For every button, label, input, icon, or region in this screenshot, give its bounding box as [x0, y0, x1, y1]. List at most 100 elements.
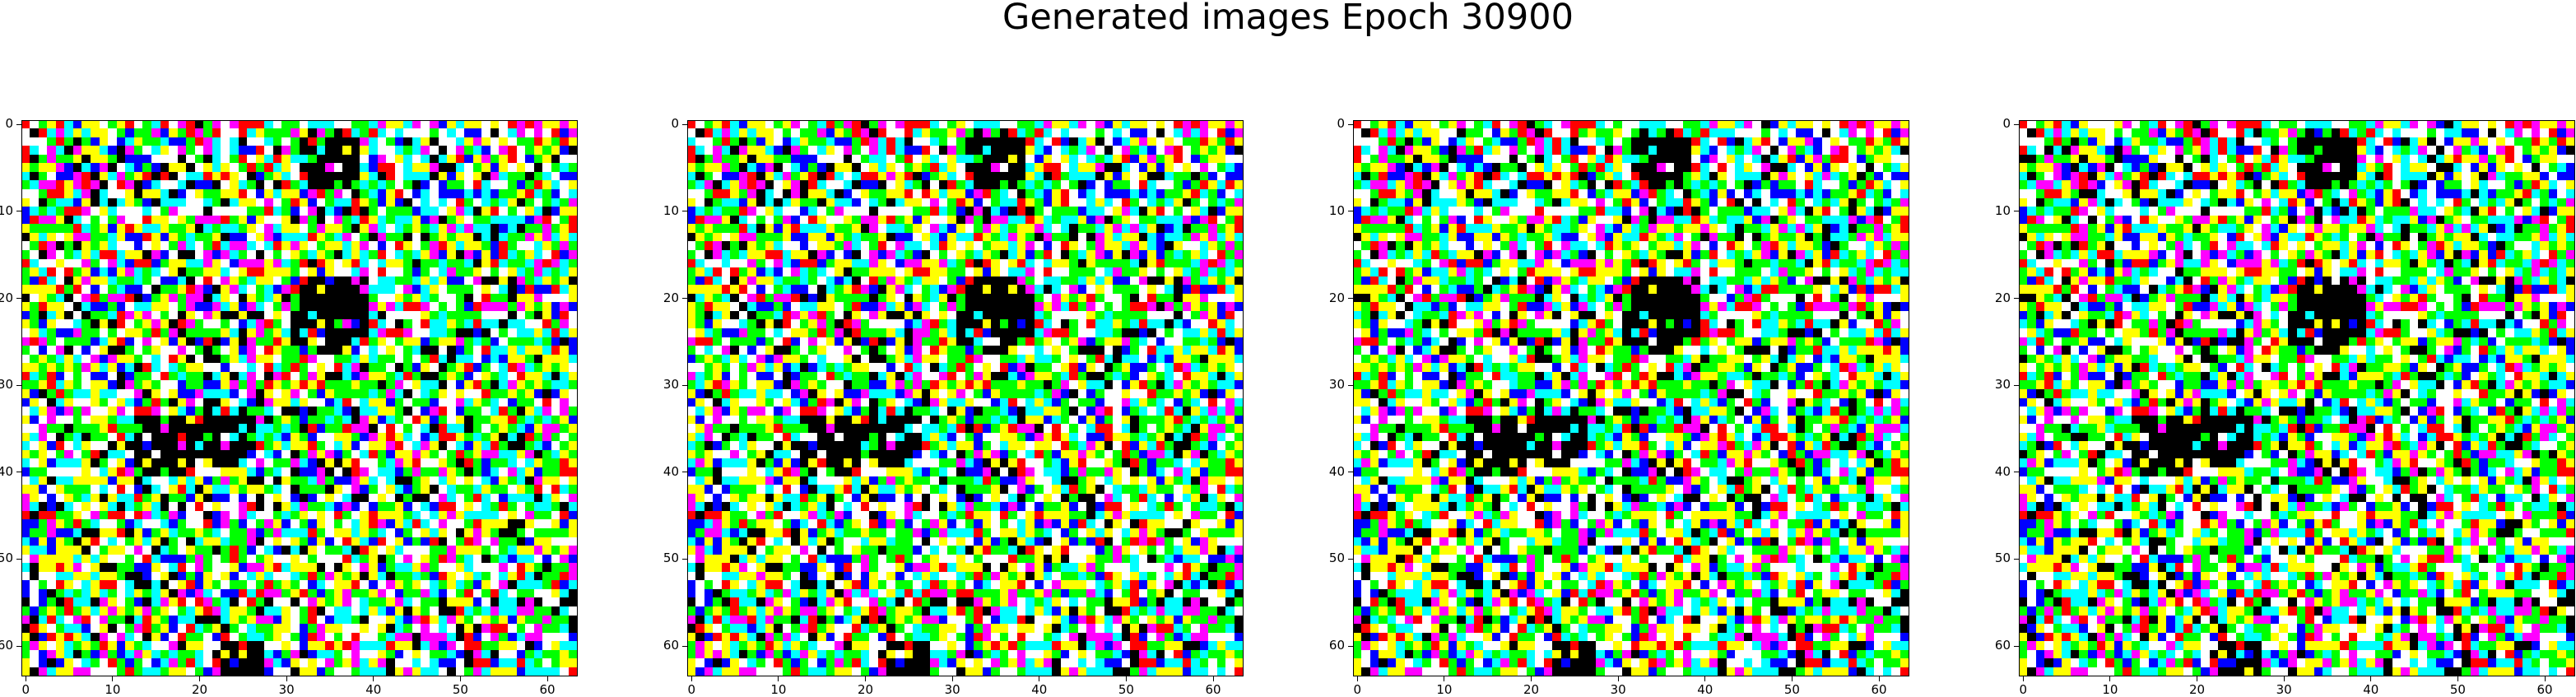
y-tick-label: 50: [1328, 551, 1345, 566]
x-tick-label: 20: [857, 682, 874, 697]
y-tick-label: 50: [1994, 551, 2011, 566]
x-tick-label: 0: [687, 682, 696, 697]
generated-image-canvas: [2019, 120, 2575, 676]
y-tick-label: 10: [663, 202, 679, 218]
y-tick-label: 0: [1337, 116, 1345, 132]
x-tick-label: 30: [2276, 682, 2292, 697]
x-tick-mark: [778, 676, 779, 681]
y-tick-mark: [16, 558, 21, 560]
x-tick-mark: [1212, 676, 1214, 681]
y-tick-mark: [16, 384, 21, 386]
x-tick-mark: [286, 676, 287, 681]
y-tick-label: 30: [1328, 377, 1345, 393]
y-tick-label: 30: [0, 377, 13, 393]
y-tick-label: 40: [663, 463, 679, 479]
y-tick-label: 60: [663, 638, 679, 653]
x-tick-label: 10: [770, 682, 787, 697]
x-tick-label: 60: [2536, 682, 2553, 697]
y-tick-label: 40: [0, 463, 13, 479]
y-tick-label: 0: [5, 116, 13, 132]
y-tick-label: 10: [1328, 202, 1345, 218]
x-tick-mark: [199, 676, 201, 681]
x-tick-mark: [951, 676, 953, 681]
x-tick-label: 60: [539, 682, 556, 697]
x-tick-mark: [112, 676, 114, 681]
y-tick-mark: [2014, 384, 2019, 386]
x-tick-mark: [1531, 676, 1532, 681]
x-tick-label: 40: [1697, 682, 1713, 697]
y-tick-mark: [16, 645, 21, 647]
x-tick-mark: [2109, 676, 2111, 681]
x-tick-mark: [546, 676, 548, 681]
generated-image-canvas: [687, 120, 1244, 676]
x-tick-label: 0: [1353, 682, 1362, 697]
y-tick-label: 10: [1994, 202, 2011, 218]
x-tick-label: 60: [1205, 682, 1221, 697]
x-tick-label: 20: [191, 682, 208, 697]
y-tick-mark: [682, 123, 687, 125]
generated-image-canvas: [1353, 120, 1909, 676]
y-tick-mark: [682, 298, 687, 300]
x-tick-mark: [2370, 676, 2372, 681]
x-tick-label: 20: [1523, 682, 1540, 697]
x-tick-label: 50: [1118, 682, 1134, 697]
y-tick-label: 30: [663, 377, 679, 393]
figure-title: Generated images Epoch 30900: [1002, 0, 1574, 38]
x-tick-mark: [2283, 676, 2285, 681]
y-tick-label: 40: [1994, 463, 2011, 479]
x-tick-mark: [2457, 676, 2458, 681]
y-tick-mark: [16, 298, 21, 300]
y-tick-label: 0: [2002, 116, 2011, 132]
x-tick-label: 40: [365, 682, 382, 697]
x-tick-mark: [459, 676, 461, 681]
x-tick-mark: [1704, 676, 1706, 681]
y-tick-mark: [1348, 298, 1353, 300]
x-tick-label: 10: [1436, 682, 1453, 697]
y-tick-mark: [682, 558, 687, 560]
x-tick-mark: [1125, 676, 1127, 681]
x-tick-label: 30: [944, 682, 960, 697]
x-tick-mark: [865, 676, 867, 681]
generated-image-4: 0 10 20 30 40 50 60 0 10 20 30 40 50 60: [1995, 118, 2575, 696]
y-tick-label: 20: [1328, 290, 1345, 305]
y-tick-label: 50: [0, 551, 13, 566]
y-tick-label: 10: [0, 202, 13, 218]
x-tick-label: 50: [452, 682, 468, 697]
y-tick-mark: [2014, 123, 2019, 125]
y-tick-mark: [1348, 123, 1353, 125]
x-tick-label: 0: [21, 682, 30, 697]
x-tick-mark: [1617, 676, 1619, 681]
y-tick-label: 30: [1994, 377, 2011, 393]
y-tick-label: 60: [1328, 638, 1345, 653]
x-tick-mark: [1356, 676, 1358, 681]
generated-image-2: 0 10 20 30 40 50 60 0 10 20 30 40 50 60: [663, 118, 1244, 696]
y-tick-mark: [16, 123, 21, 125]
y-tick-label: 60: [0, 638, 13, 653]
x-tick-label: 30: [278, 682, 295, 697]
x-tick-mark: [373, 676, 374, 681]
y-tick-mark: [2014, 558, 2019, 560]
y-tick-label: 40: [1328, 463, 1345, 479]
y-tick-mark: [2014, 645, 2019, 647]
x-tick-label: 60: [1871, 682, 1887, 697]
y-tick-mark: [682, 645, 687, 647]
y-tick-mark: [1348, 645, 1353, 647]
x-tick-mark: [690, 676, 692, 681]
y-tick-mark: [1348, 558, 1353, 560]
y-tick-label: 20: [663, 290, 679, 305]
x-tick-label: 10: [105, 682, 121, 697]
y-tick-label: 0: [671, 116, 679, 132]
x-tick-mark: [1878, 676, 1880, 681]
x-tick-label: 50: [1783, 682, 1800, 697]
y-tick-label: 60: [1994, 638, 2011, 653]
y-tick-label: 50: [663, 551, 679, 566]
x-tick-mark: [2544, 676, 2546, 681]
generated-image-3: 0 10 20 30 40 50 60 0 10 20 30 40 50 60: [1329, 118, 1909, 696]
x-tick-label: 50: [2449, 682, 2466, 697]
y-tick-mark: [682, 384, 687, 386]
y-tick-label: 20: [0, 290, 13, 305]
x-tick-label: 30: [1610, 682, 1626, 697]
y-tick-label: 20: [1994, 290, 2011, 305]
y-tick-mark: [2014, 298, 2019, 300]
x-tick-mark: [1791, 676, 1793, 681]
